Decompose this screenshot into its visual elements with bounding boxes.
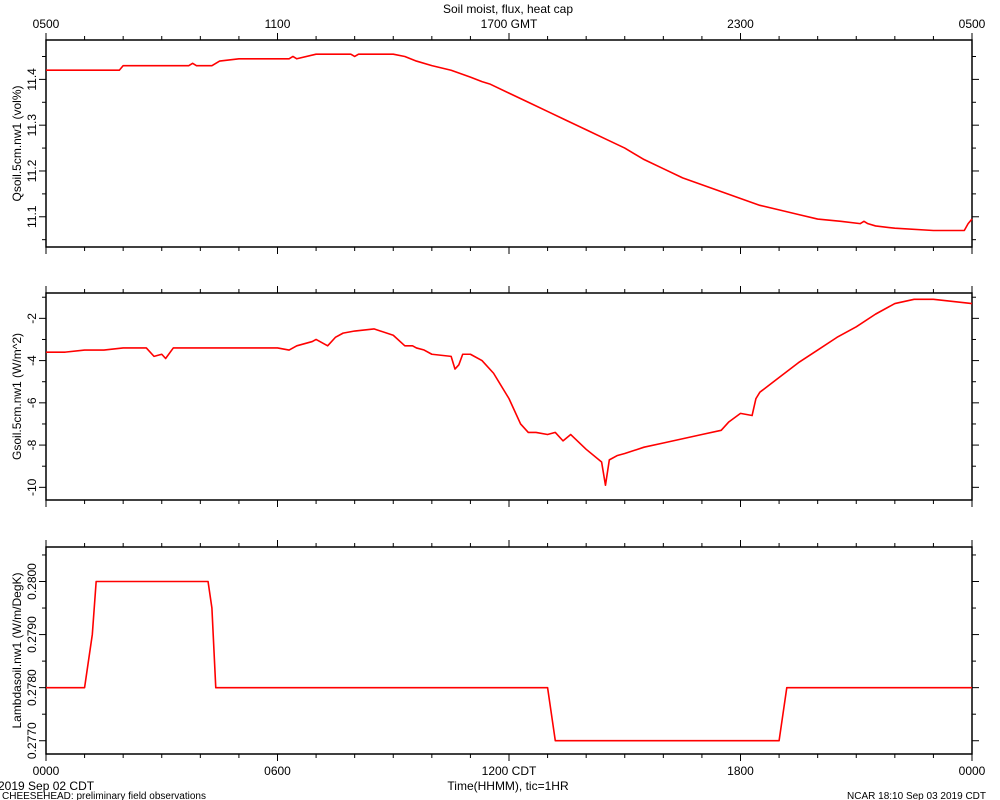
top-tick-label: 0500 [33,17,60,31]
y-axis-label: Gsoil.5cm.nw1 (W/m^2) [10,333,24,460]
top-tick-label: 2300 [727,17,754,31]
y-tick-label: 0.2800 [25,563,39,600]
plot-frame [45,546,973,755]
top-tick-label: 1700 GMT [481,17,538,31]
y-tick-label: -2 [25,313,39,324]
y-tick-label: 11.1 [25,205,39,228]
plot-frame [45,39,973,248]
y-tick-label: 0.2770 [25,722,39,759]
series-line [46,298,973,487]
footer-project: CHEESEHEAD: preliminary field observatio… [2,791,206,800]
plot-frame [45,292,973,501]
y-axis-label: Lambdasoil.nw1 (W/m/DegK) [10,572,24,728]
bottom-axis-tick-labels: 0000 0600 1200 CDT 1800 0000 [33,764,986,778]
top-axis-tick-labels: 0500 1100 1700 GMT 2300 0500 [33,17,986,31]
y-tick-label: 11.2 [25,159,39,182]
bottom-tick-label: 0600 [264,764,291,778]
y-tick-label: 11.4 [25,68,39,91]
footer-stamp: NCAR 18:10 Sep 03 2019 CDT [847,791,986,800]
bottom-tick-label: 1200 CDT [482,764,537,778]
y-tick-label: -10 [25,478,39,496]
y-tick-label: 0.2790 [25,616,39,653]
bottom-tick-label: 1800 [727,764,754,778]
series-line [46,580,972,742]
top-tick-label: 1100 [265,17,291,31]
y-axis-label: Qsoil.5cm.nw1 (vol%) [10,85,24,201]
x-axis-label: Time(HHMM), tic=1HR [447,779,569,793]
top-tick-label: 0500 [959,17,986,31]
bottom-tick-label: 0000 [959,764,986,778]
footer-date: 2019 Sep 02 CDT [0,779,95,793]
y-tick-label: 0.2780 [25,669,39,706]
bottom-tick-label: 0000 [33,764,60,778]
chart-title: Soil moist, flux, heat cap [443,2,573,16]
y-tick-label: -4 [25,355,39,366]
y-tick-label: 11.3 [25,114,39,137]
y-tick-label: -8 [25,439,39,450]
y-tick-label: -6 [25,397,39,408]
series-line [46,53,973,232]
